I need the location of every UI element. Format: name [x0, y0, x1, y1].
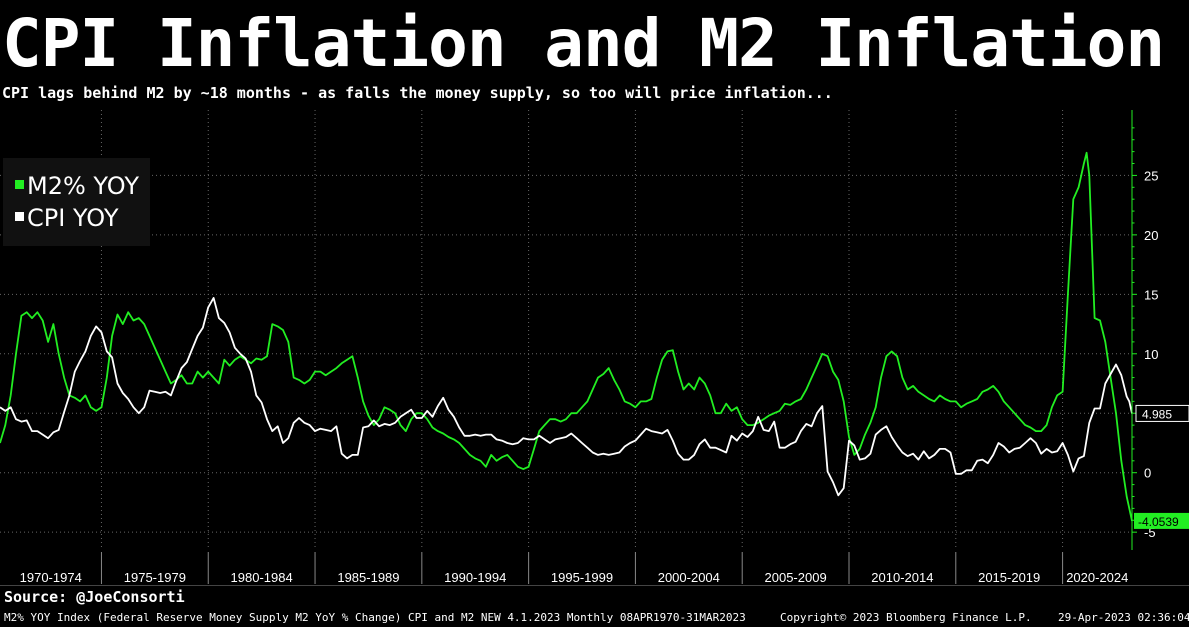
x-tick-label: 2005-2009: [765, 570, 827, 585]
legend-swatch-cpi: [15, 211, 24, 221]
last-value-label-m2: -4.0539: [1138, 515, 1179, 529]
x-tick-label: 2020-2024: [1066, 570, 1128, 585]
legend: M2% YOY CPI YOY: [3, 158, 150, 246]
series-lines: [0, 151, 1133, 522]
axes: -505101520254.985-4.05391970-19741975-19…: [0, 110, 1189, 586]
last-value-box-cpi: [1135, 404, 1189, 422]
legend-item-m2: M2% YOY: [15, 172, 139, 200]
y-tick-label: -5: [1144, 525, 1156, 540]
grid-lines: [0, 110, 1132, 550]
x-tick-label: 2010-2014: [871, 570, 933, 585]
page-subtitle: CPI lags behind M2 by ~18 months - as fa…: [2, 84, 833, 102]
legend-label-m2: M2% YOY: [27, 172, 139, 200]
x-tick-label: 1980-1984: [231, 570, 293, 585]
x-tick-label: 1995-1999: [551, 570, 613, 585]
legend-swatch-m2: [15, 179, 24, 189]
y-tick-label: 20: [1144, 228, 1158, 243]
page-title: CPI Inflation and M2 Inflation: [2, 5, 1165, 82]
footer-copyright: Copyright© 2023 Bloomberg Finance L.P.: [780, 611, 1032, 624]
x-tick-label: 1990-1994: [444, 570, 506, 585]
y-tick-label: 25: [1144, 168, 1158, 183]
footer-timestamp: 29-Apr-2023 02:36:04: [1058, 611, 1189, 624]
y-tick-label: 0: [1144, 466, 1151, 481]
series-line-cpi: [0, 297, 1133, 497]
x-tick-label: 2000-2004: [658, 570, 720, 585]
line-chart: -505101520254.985-4.05391970-19741975-19…: [0, 110, 1189, 586]
last-value-label-cpi: 4.985: [1142, 407, 1172, 421]
y-tick-label: 15: [1144, 287, 1158, 302]
footer-description: M2% YOY Index (Federal Reserve Money Sup…: [4, 611, 746, 624]
x-tick-label: 2015-2019: [978, 570, 1040, 585]
legend-item-cpi: CPI YOY: [15, 204, 119, 232]
source-credit: Source: @JoeConsorti: [4, 588, 185, 606]
series-line-m2: [0, 151, 1133, 522]
last-value-box-m2: [1134, 512, 1189, 529]
y-tick-label: 10: [1144, 347, 1158, 362]
x-tick-label: 1970-1974: [20, 570, 82, 585]
x-tick-label: 1975-1979: [124, 570, 186, 585]
legend-label-cpi: CPI YOY: [27, 204, 119, 232]
x-tick-label: 1985-1989: [337, 570, 399, 585]
